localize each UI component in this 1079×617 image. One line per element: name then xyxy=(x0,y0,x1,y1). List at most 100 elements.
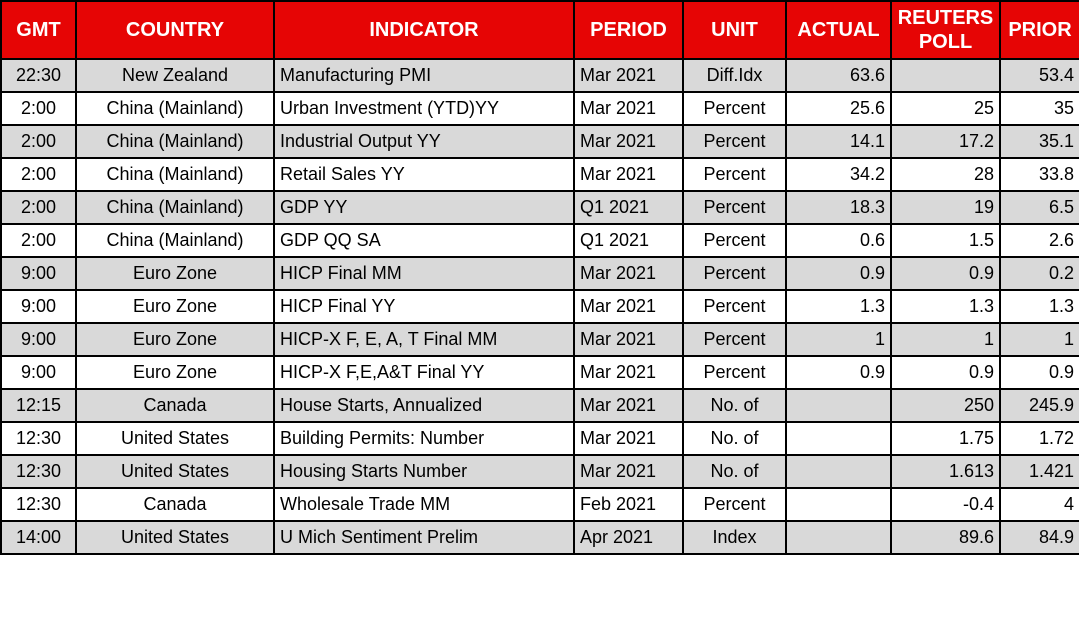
cell-unit: Percent xyxy=(682,91,787,126)
cell-gmt: 12:30 xyxy=(0,454,77,489)
cell-gmt: 12:30 xyxy=(0,421,77,456)
cell-reuters_poll: 0.9 xyxy=(890,256,1001,291)
cell-prior: 1.3 xyxy=(999,289,1079,324)
cell-reuters_poll: 1.3 xyxy=(890,289,1001,324)
cell-reuters_poll: 89.6 xyxy=(890,520,1001,555)
cell-actual: 0.6 xyxy=(785,223,892,258)
table-row: 2:00 China (Mainland) GDP QQ SA Q1 2021 Perc… xyxy=(0,223,1079,258)
cell-unit: No. of xyxy=(682,388,787,423)
cell-actual: 1.3 xyxy=(785,289,892,324)
cell-period: Apr 2021 xyxy=(573,520,684,555)
column-header-gmt: GMT xyxy=(0,0,77,60)
cell-gmt: 14:00 xyxy=(0,520,77,555)
column-header-reuters_poll: REUTERS POLL xyxy=(890,0,1001,60)
cell-unit: Percent xyxy=(682,322,787,357)
cell-period: Mar 2021 xyxy=(573,58,684,93)
cell-indicator: HICP-X F, E, A, T Final MM xyxy=(273,322,575,357)
column-header-actual: ACTUAL xyxy=(785,0,892,60)
cell-gmt: 9:00 xyxy=(0,256,77,291)
cell-unit: Percent xyxy=(682,289,787,324)
cell-indicator: Manufacturing PMI xyxy=(273,58,575,93)
cell-country: United States xyxy=(75,520,275,555)
cell-country: Euro Zone xyxy=(75,289,275,324)
cell-gmt: 2:00 xyxy=(0,124,77,159)
cell-indicator: House Starts, Annualized xyxy=(273,388,575,423)
cell-period: Q1 2021 xyxy=(573,223,684,258)
cell-country: Euro Zone xyxy=(75,322,275,357)
table-row: 9:00 Euro Zone HICP-X F,E,A&T Final YY Mar … xyxy=(0,355,1079,390)
cell-unit: Diff.Idx xyxy=(682,58,787,93)
cell-actual xyxy=(785,520,892,555)
cell-actual: 0.9 xyxy=(785,256,892,291)
cell-period: Mar 2021 xyxy=(573,454,684,489)
cell-prior: 1 xyxy=(999,322,1079,357)
table-body: 22:30 New Zealand Manufacturing PMI Mar 202… xyxy=(0,58,1079,555)
cell-period: Mar 2021 xyxy=(573,388,684,423)
column-header-indicator: INDICATOR xyxy=(273,0,575,60)
cell-country: Canada xyxy=(75,388,275,423)
table-row: 12:30 United States Housing Starts Number M… xyxy=(0,454,1079,489)
cell-actual: 25.6 xyxy=(785,91,892,126)
cell-gmt: 2:00 xyxy=(0,91,77,126)
cell-actual: 63.6 xyxy=(785,58,892,93)
cell-period: Mar 2021 xyxy=(573,421,684,456)
cell-actual xyxy=(785,454,892,489)
cell-indicator: Retail Sales YY xyxy=(273,157,575,192)
cell-country: Canada xyxy=(75,487,275,522)
cell-reuters_poll: 28 xyxy=(890,157,1001,192)
table-row: 12:15 Canada House Starts, Annualized Mar 2… xyxy=(0,388,1079,423)
column-header-period: PERIOD xyxy=(573,0,684,60)
cell-unit: Index xyxy=(682,520,787,555)
cell-country: China (Mainland) xyxy=(75,190,275,225)
cell-period: Mar 2021 xyxy=(573,157,684,192)
cell-country: China (Mainland) xyxy=(75,124,275,159)
table-row: 14:00 United States U Mich Sentiment Preli… xyxy=(0,520,1079,555)
table-row: 9:00 Euro Zone HICP Final YY Mar 2021 Percen… xyxy=(0,289,1079,324)
cell-country: New Zealand xyxy=(75,58,275,93)
cell-actual: 18.3 xyxy=(785,190,892,225)
cell-actual: 14.1 xyxy=(785,124,892,159)
table-row: 9:00 Euro Zone HICP-X F, E, A, T Final MM M… xyxy=(0,322,1079,357)
cell-unit: No. of xyxy=(682,421,787,456)
cell-indicator: Wholesale Trade MM xyxy=(273,487,575,522)
cell-indicator: Industrial Output YY xyxy=(273,124,575,159)
cell-prior: 0.9 xyxy=(999,355,1079,390)
cell-reuters_poll: 1.613 xyxy=(890,454,1001,489)
cell-period: Mar 2021 xyxy=(573,322,684,357)
cell-period: Q1 2021 xyxy=(573,190,684,225)
economic-calendar-table: GMT COUNTRY INDICATOR PERIOD UNIT ACTUAL REUTE… xyxy=(0,0,1079,555)
cell-gmt: 9:00 xyxy=(0,322,77,357)
cell-gmt: 2:00 xyxy=(0,157,77,192)
cell-unit: Percent xyxy=(682,256,787,291)
table-row: 22:30 New Zealand Manufacturing PMI Mar 202… xyxy=(0,58,1079,93)
cell-period: Mar 2021 xyxy=(573,91,684,126)
cell-country: Euro Zone xyxy=(75,355,275,390)
cell-gmt: 22:30 xyxy=(0,58,77,93)
cell-prior: 1.421 xyxy=(999,454,1079,489)
cell-actual: 34.2 xyxy=(785,157,892,192)
cell-indicator: GDP QQ SA xyxy=(273,223,575,258)
cell-indicator: HICP-X F,E,A&T Final YY xyxy=(273,355,575,390)
cell-prior: 35 xyxy=(999,91,1079,126)
table-row: 2:00 China (Mainland) GDP YY Q1 2021 Percent… xyxy=(0,190,1079,225)
cell-reuters_poll: 17.2 xyxy=(890,124,1001,159)
cell-prior: 4 xyxy=(999,487,1079,522)
cell-unit: Percent xyxy=(682,124,787,159)
cell-country: Euro Zone xyxy=(75,256,275,291)
cell-gmt: 9:00 xyxy=(0,355,77,390)
cell-prior: 245.9 xyxy=(999,388,1079,423)
cell-unit: Percent xyxy=(682,190,787,225)
cell-period: Mar 2021 xyxy=(573,289,684,324)
cell-country: United States xyxy=(75,421,275,456)
table-row: 2:00 China (Mainland) Industrial Output YY… xyxy=(0,124,1079,159)
cell-unit: Percent xyxy=(682,223,787,258)
table-row: 2:00 China (Mainland) Retail Sales YY Mar 2… xyxy=(0,157,1079,192)
cell-unit: Percent xyxy=(682,487,787,522)
cell-prior: 6.5 xyxy=(999,190,1079,225)
cell-indicator: Building Permits: Number xyxy=(273,421,575,456)
table-row: 12:30 Canada Wholesale Trade MM Feb 2021 Per… xyxy=(0,487,1079,522)
cell-indicator: HICP Final MM xyxy=(273,256,575,291)
cell-actual: 0.9 xyxy=(785,355,892,390)
cell-period: Feb 2021 xyxy=(573,487,684,522)
